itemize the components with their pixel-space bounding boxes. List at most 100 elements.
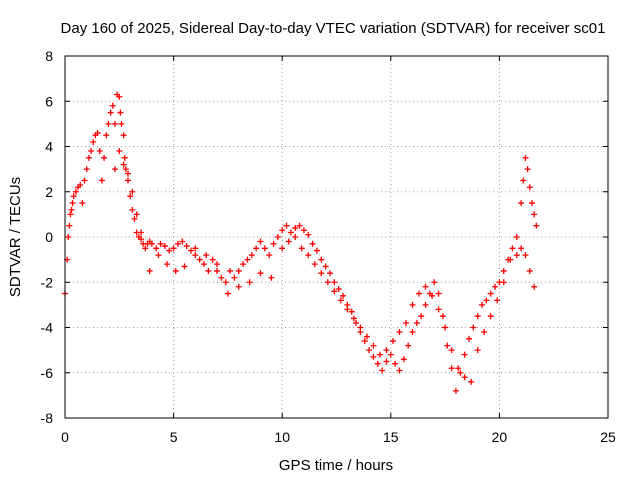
data-point [509, 245, 516, 252]
data-point [448, 347, 455, 354]
data-point [518, 245, 525, 252]
data-point [313, 247, 320, 254]
y-tick-label: -2 [41, 274, 54, 290]
data-point [524, 166, 531, 173]
data-point [513, 252, 520, 259]
data-point [370, 342, 377, 349]
data-point [403, 319, 410, 326]
data-point [231, 274, 238, 281]
data-point [444, 342, 451, 349]
data-point [528, 200, 535, 207]
data-point [363, 333, 370, 340]
data-point [396, 329, 403, 336]
data-point [98, 177, 105, 184]
plot-frame [64, 55, 609, 419]
data-point [448, 365, 455, 372]
data-point [66, 222, 73, 229]
data-point [337, 297, 344, 304]
data-point [240, 261, 247, 268]
data-point [138, 236, 145, 243]
data-point [457, 369, 464, 376]
data-points [62, 91, 540, 394]
data-point [68, 206, 75, 213]
data-point [257, 270, 264, 277]
data-point [439, 313, 446, 320]
data-point [526, 184, 533, 191]
data-point [111, 166, 118, 173]
data-point [470, 324, 477, 331]
data-point [105, 120, 112, 127]
data-point [413, 319, 420, 326]
data-point [70, 193, 77, 200]
y-tick-label: -4 [41, 320, 54, 336]
data-point [296, 222, 303, 229]
data-point [116, 93, 123, 100]
y-tick-label: 4 [45, 139, 53, 155]
data-point [452, 387, 459, 394]
data-point [494, 297, 501, 304]
data-point [526, 267, 533, 274]
data-point [116, 148, 123, 155]
data-point [383, 358, 390, 365]
data-point [285, 238, 292, 245]
data-point [266, 252, 273, 259]
data-point [153, 245, 160, 252]
data-point [283, 222, 290, 229]
data-point [318, 256, 325, 263]
data-point [500, 279, 507, 286]
data-point [218, 274, 225, 281]
data-point [461, 374, 468, 381]
data-point [179, 238, 186, 245]
data-point [387, 351, 394, 358]
data-point [492, 283, 499, 290]
data-point [292, 234, 299, 240]
data-point [214, 261, 221, 268]
data-point [422, 301, 429, 308]
data-point [117, 109, 124, 116]
data-point [261, 245, 268, 252]
data-point [155, 252, 162, 259]
data-point [311, 261, 318, 268]
data-point [246, 279, 253, 286]
data-point [461, 351, 468, 358]
data-point [183, 243, 190, 250]
data-point [353, 319, 360, 326]
x-tick-label: 0 [61, 429, 69, 445]
data-point [127, 193, 134, 200]
data-point [79, 200, 86, 207]
data-point [409, 329, 416, 336]
x-tick-label: 15 [383, 429, 399, 445]
data-point [253, 245, 260, 252]
data-point [318, 270, 325, 277]
data-point [405, 342, 412, 349]
x-axis-label: GPS time / hours [279, 457, 393, 474]
data-point [161, 243, 168, 250]
data-point [201, 261, 208, 268]
data-point [192, 252, 199, 259]
data-point [224, 290, 231, 297]
y-tick-label: 6 [45, 93, 53, 109]
data-point [122, 166, 129, 173]
data-point [181, 263, 188, 270]
data-series [62, 91, 540, 394]
data-point [335, 286, 342, 293]
data-point [69, 200, 76, 207]
data-point [227, 267, 234, 274]
data-point [109, 102, 116, 109]
data-point [166, 247, 173, 254]
data-point [324, 279, 331, 286]
data-point [192, 245, 199, 252]
y-tick-label: 0 [45, 229, 53, 245]
data-point [379, 367, 386, 374]
x-tick-label: 10 [274, 429, 290, 445]
data-point [533, 222, 540, 229]
data-point [196, 256, 203, 263]
data-point [244, 256, 251, 263]
data-point [435, 290, 442, 297]
data-point [129, 206, 136, 213]
y-tick-label: -8 [41, 410, 54, 426]
data-point [455, 365, 462, 372]
data-point [531, 211, 538, 218]
data-point [474, 347, 481, 354]
data-point [248, 252, 255, 259]
